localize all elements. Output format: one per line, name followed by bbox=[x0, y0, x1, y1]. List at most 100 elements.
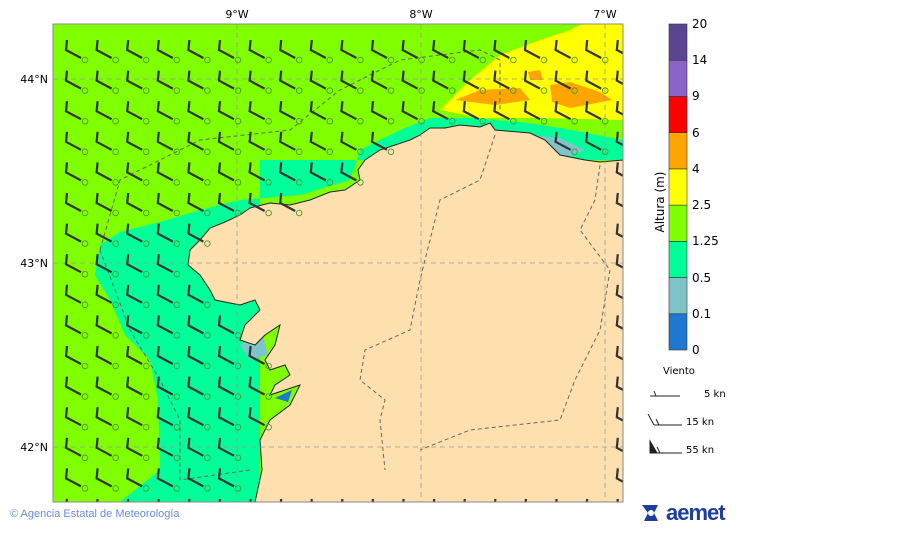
wind-barb bbox=[64, 376, 89, 400]
wind-barb bbox=[126, 101, 150, 125]
aemet-logo: aemet bbox=[640, 500, 726, 526]
wind-barb bbox=[615, 162, 623, 177]
lon-label: 7°W bbox=[593, 8, 616, 21]
wind-barb bbox=[95, 254, 119, 278]
wind-barb bbox=[156, 407, 181, 431]
colorbar-segment bbox=[668, 241, 688, 278]
wind-barb bbox=[279, 131, 303, 156]
wind-barb bbox=[279, 192, 303, 217]
wind-barb bbox=[64, 468, 89, 492]
wind-barb bbox=[309, 70, 334, 94]
wind-barb bbox=[615, 254, 623, 269]
colorbar-level-label: 9 bbox=[692, 89, 700, 104]
wind-barb bbox=[217, 131, 242, 156]
colorbar-level-label: 20 bbox=[692, 17, 708, 31]
wind-barb bbox=[126, 437, 150, 462]
lon-label: 8°W bbox=[409, 8, 432, 21]
colorbar-level-label: 2.5 bbox=[692, 198, 712, 213]
wind-barb bbox=[248, 407, 272, 431]
wind-barb bbox=[156, 162, 181, 186]
wind-barb bbox=[554, 101, 578, 125]
wind-barb bbox=[615, 39, 623, 55]
wind-barb bbox=[156, 437, 181, 462]
wind-barb bbox=[126, 468, 150, 492]
wind-barb bbox=[340, 39, 364, 64]
wind-barb bbox=[309, 39, 334, 64]
wind-barb bbox=[156, 345, 181, 370]
colorbar-level-label: 0.1 bbox=[692, 306, 712, 321]
wind-barb bbox=[64, 407, 89, 431]
lat-label: 43°N bbox=[20, 257, 48, 270]
wind-barb bbox=[217, 39, 242, 64]
wind-barb bbox=[64, 70, 89, 94]
wind-barb bbox=[554, 131, 578, 156]
wind-barb bbox=[615, 101, 623, 116]
wind-barb bbox=[615, 192, 623, 208]
wind-barb bbox=[95, 376, 119, 400]
wind-barb bbox=[156, 254, 181, 278]
colorbar-level-label: 6 bbox=[692, 125, 700, 140]
wind-barb bbox=[370, 131, 395, 156]
wind-barb bbox=[156, 70, 181, 94]
lat-label: 44°N bbox=[20, 73, 48, 86]
wind-legend-label: 55 kn bbox=[686, 445, 715, 456]
wind-legend-label: 15 kn bbox=[686, 417, 715, 428]
colorbar-segment bbox=[668, 132, 688, 170]
wind-barb bbox=[523, 70, 548, 94]
wind-barb bbox=[585, 39, 609, 64]
wind-barb bbox=[95, 468, 119, 492]
wind-barb bbox=[64, 192, 89, 217]
wind-barb bbox=[248, 162, 272, 186]
higher-wave-zone bbox=[455, 70, 612, 108]
wind-barb bbox=[615, 131, 623, 147]
wind-barb bbox=[64, 131, 89, 156]
wind-barb bbox=[95, 437, 119, 462]
wind-barbs bbox=[64, 39, 623, 502]
wind-barb bbox=[187, 223, 211, 247]
wind-barb bbox=[279, 101, 303, 125]
wind-barb bbox=[217, 407, 242, 431]
border-lines bbox=[99, 49, 611, 481]
colorbar-segment bbox=[668, 204, 688, 242]
wind-barb bbox=[462, 101, 487, 125]
wind-barb bbox=[126, 192, 150, 217]
wind-barb bbox=[401, 70, 425, 94]
wind-barb bbox=[187, 376, 211, 400]
wind-barb bbox=[156, 101, 181, 125]
wind-barb bbox=[217, 315, 242, 339]
wind-barb bbox=[217, 162, 242, 186]
wind-barb bbox=[523, 101, 548, 125]
wind-barb bbox=[401, 39, 425, 64]
wind-barb bbox=[309, 162, 334, 186]
colorbar-segment bbox=[668, 23, 688, 61]
wind-barb bbox=[95, 162, 119, 186]
wind-legend-title: Viento bbox=[663, 366, 695, 377]
wind-barb bbox=[126, 70, 150, 94]
wind-barb bbox=[187, 162, 211, 186]
wind-barb bbox=[248, 39, 272, 64]
lat-label: 42°N bbox=[20, 441, 48, 454]
wind-barb bbox=[187, 345, 211, 370]
wind-barb bbox=[432, 70, 456, 94]
wind-barb bbox=[187, 315, 211, 339]
aemet-logo-text: aemet bbox=[666, 500, 726, 525]
graticule bbox=[53, 24, 623, 502]
wind-barb bbox=[615, 345, 623, 361]
wind-barb bbox=[95, 284, 119, 309]
lon-label: 9°W bbox=[225, 8, 248, 21]
aemet-logo-icon bbox=[642, 505, 658, 521]
colorbar bbox=[668, 23, 688, 351]
wind-barb bbox=[95, 345, 119, 370]
wind-barb bbox=[585, 70, 609, 94]
map-frame bbox=[52, 23, 624, 503]
coastal-band bbox=[95, 118, 623, 502]
wind-barb bbox=[462, 39, 487, 64]
wind-barb bbox=[279, 70, 303, 94]
wind-barb bbox=[126, 315, 150, 339]
wind-barb bbox=[156, 131, 181, 156]
wind-barb bbox=[217, 437, 242, 462]
wind-barb bbox=[95, 192, 119, 217]
wind-barb bbox=[95, 407, 119, 431]
wind-barb bbox=[370, 70, 395, 94]
